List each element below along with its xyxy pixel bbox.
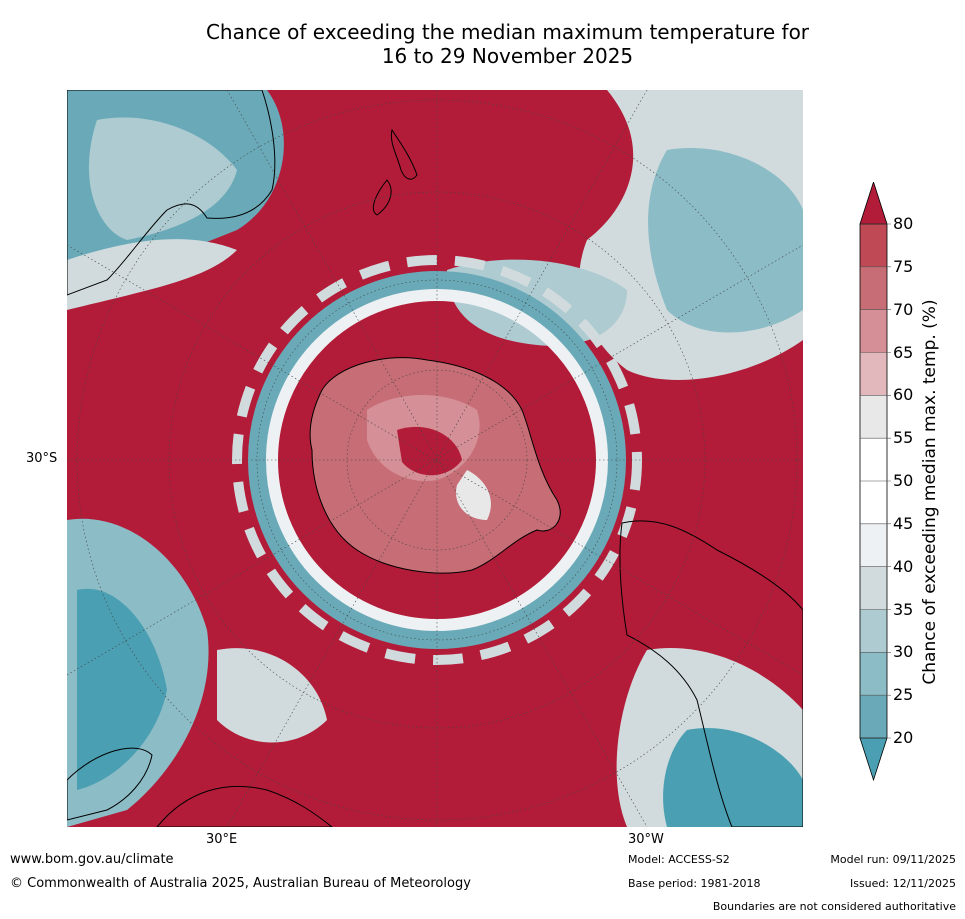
footer-model-run: Model run: 09/11/2025 xyxy=(830,853,956,866)
colorbar-tick-label: 60 xyxy=(893,385,914,405)
colorbar-tick-label: 25 xyxy=(893,685,914,705)
colorbar-segment xyxy=(860,481,887,524)
footer-issued: Issued: 12/11/2025 xyxy=(849,877,956,890)
map-title: Chance of exceeding the median maximum t… xyxy=(0,20,965,68)
colorbar xyxy=(859,182,891,782)
colorbar-segment xyxy=(860,395,887,439)
longitude-label-30w: 30°W xyxy=(628,832,664,847)
footer-base-period: Base period: 1981-2018 xyxy=(628,877,761,890)
colorbar-extend-high xyxy=(859,182,888,225)
colorbar-tick-label: 50 xyxy=(893,471,914,490)
colorbar-segment xyxy=(860,609,887,653)
south-america-coastline xyxy=(619,520,803,827)
colorbar-tick-label: 45 xyxy=(893,513,914,533)
colorbar-segment xyxy=(860,652,887,696)
footer-website: www.bom.gov.au/climate xyxy=(10,852,174,867)
footer-disclaimer: Boundaries are not considered authoritat… xyxy=(712,900,956,913)
colorbar-tick-label: 20 xyxy=(893,728,914,747)
colorbar-extend-low xyxy=(859,737,888,782)
footer-copyright: © Commonwealth of Australia 2025, Austra… xyxy=(10,876,471,891)
colorbar-segment xyxy=(860,266,887,310)
colorbar-tick-label: 35 xyxy=(893,599,914,619)
colorbar-tick-label: 80 xyxy=(893,214,914,233)
colorbar-segment xyxy=(860,566,887,610)
new-zealand-south-island xyxy=(372,179,392,216)
africa-coastline xyxy=(156,785,333,827)
colorbar-tick-label: 75 xyxy=(893,256,914,276)
colorbar-tick-label: 55 xyxy=(893,428,914,448)
colorbar-segment xyxy=(860,438,887,481)
madagascar-coastline xyxy=(67,747,153,821)
colorbar-tick-label: 70 xyxy=(893,299,914,319)
colorbar-segment xyxy=(860,224,887,267)
colorbar-tick-label: 65 xyxy=(893,342,914,362)
australia-coastline xyxy=(67,90,276,296)
new-zealand-north-island xyxy=(390,128,418,180)
colorbar-segment xyxy=(860,523,887,567)
colorbar-segment xyxy=(860,352,887,396)
graticule xyxy=(67,90,803,827)
colorbar-segment xyxy=(860,309,887,353)
colorbar-title: Chance of exceeding median max. temp. (%… xyxy=(920,299,940,685)
probability-map xyxy=(67,90,803,827)
colorbar-tick-label: 40 xyxy=(893,556,914,576)
longitude-label-30e: 30°E xyxy=(206,832,238,847)
colorbar-tick-label: 30 xyxy=(893,642,914,662)
map-canvas xyxy=(67,90,803,827)
title-line-1: Chance of exceeding the median maximum t… xyxy=(205,20,810,44)
footer-model: Model: ACCESS-S2 xyxy=(628,853,730,866)
colorbar-segment xyxy=(860,695,887,738)
title-line-2: 16 to 29 November 2025 xyxy=(381,44,634,68)
latitude-label-30s: 30°S xyxy=(26,451,58,466)
